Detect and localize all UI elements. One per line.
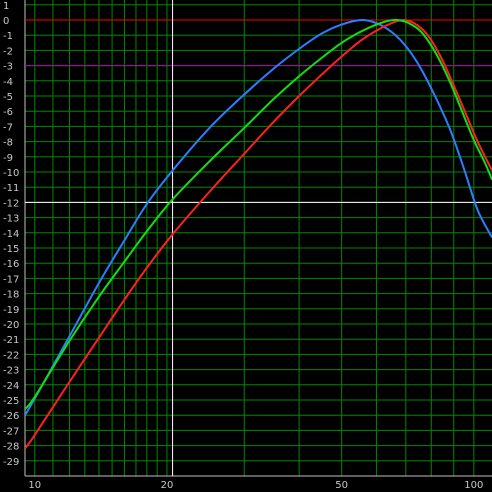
y-tick-label: -16 <box>3 259 19 270</box>
y-tick-label: -24 <box>3 381 19 392</box>
y-tick-label: -13 <box>3 214 19 225</box>
y-tick-label: -19 <box>3 305 19 316</box>
y-tick-label: -5 <box>3 92 13 103</box>
y-tick-label: -2 <box>3 46 13 57</box>
y-tick-label: -10 <box>3 168 19 179</box>
series-line-1 <box>25 18 492 416</box>
y-tick-label: -9 <box>3 153 13 164</box>
series-line-2 <box>25 18 492 450</box>
y-tick-label: -25 <box>3 396 19 407</box>
y-tick-label: -11 <box>3 183 19 194</box>
y-tick-label: -12 <box>3 198 19 209</box>
y-tick-label: -8 <box>3 138 13 149</box>
x-tick-label: 10 <box>28 480 41 491</box>
y-tick-label: -18 <box>3 290 19 301</box>
y-tick-label: -14 <box>3 229 19 240</box>
y-tick-label: -6 <box>3 107 13 118</box>
y-tick-label: -26 <box>3 411 19 422</box>
y-tick-label: -4 <box>3 77 13 88</box>
y-tick-label: -28 <box>3 442 19 453</box>
y-tick-label: -17 <box>3 274 19 285</box>
y-tick-label: 0 <box>3 16 9 27</box>
y-tick-label: -23 <box>3 366 19 377</box>
y-tick-label: -21 <box>3 335 19 346</box>
y-tick-label: -22 <box>3 350 19 361</box>
y-tick-label: -15 <box>3 244 19 255</box>
y-tick-label: -7 <box>3 122 13 133</box>
y-tick-label: 1 <box>3 1 9 12</box>
x-tick-label: 100 <box>464 480 483 491</box>
x-tick-label: 20 <box>161 480 174 491</box>
series-line-3 <box>25 18 492 410</box>
x-tick-label: 50 <box>335 480 348 491</box>
y-tick-label: -3 <box>3 62 13 73</box>
y-tick-label: -27 <box>3 426 19 437</box>
y-tick-label: -1 <box>3 31 13 42</box>
y-tick-label: -20 <box>3 320 19 331</box>
y-tick-label: -29 <box>3 457 19 468</box>
